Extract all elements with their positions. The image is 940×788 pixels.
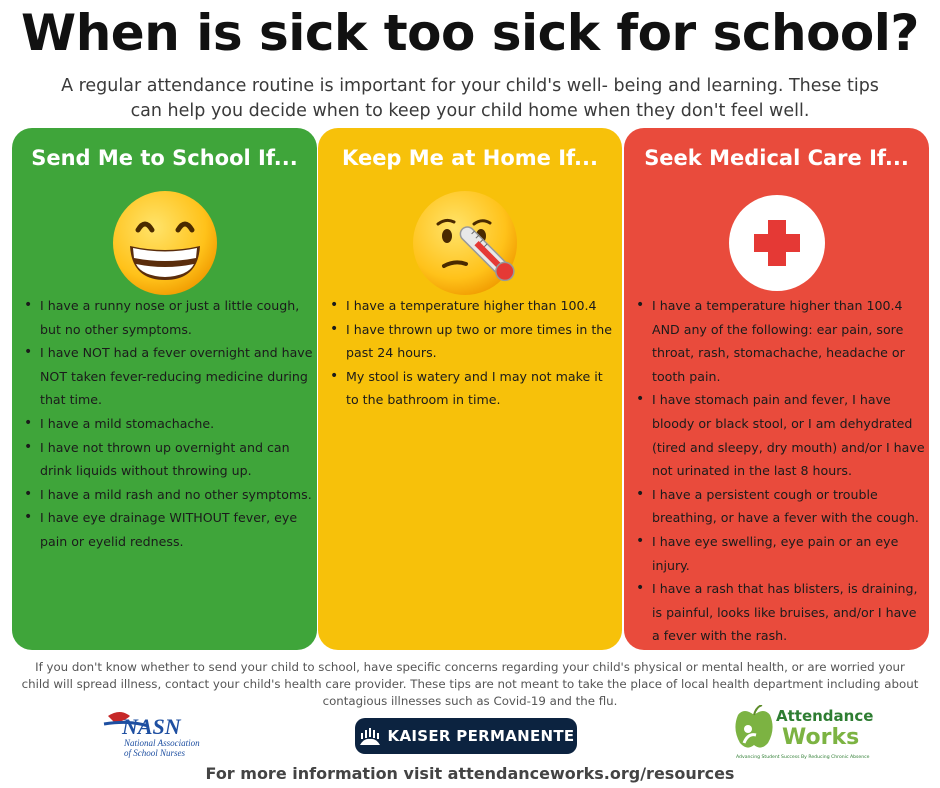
more-info-line: For more information visit attendancewor… — [205, 764, 735, 783]
list-item: I have a temperature higher than 100.4 — [326, 294, 618, 318]
kaiser-sunburst-icon — [359, 728, 380, 745]
list-item: I have not thrown up overnight and can d… — [20, 436, 313, 483]
page-title: When is sick too sick for school? — [21, 4, 919, 62]
list-item: I have a temperature higher than 100.4 A… — [632, 294, 925, 388]
list-item: I have a runny nose or just a little cou… — [20, 294, 313, 341]
apple-icon — [735, 705, 773, 748]
subtitle-line-2: can help you decide when to keep your ch… — [130, 101, 810, 121]
attendance-works-logo: Attendance Works Advancing Student Succe… — [734, 705, 873, 767]
aw-tagline: Advancing Student Success By Reducing Ch… — [736, 755, 870, 760]
list-item: I have a persistent cough or trouble bre… — [632, 483, 925, 530]
column-heading: Seek Medical Care If... — [644, 146, 909, 170]
seek-medical-care-column: Seek Medical Care If... I have a tempera… — [624, 128, 929, 650]
grinning-face-icon — [112, 191, 217, 295]
list-item: I have a rash that has blisters, is drai… — [632, 577, 925, 648]
aw-line1: Attendance — [776, 707, 874, 725]
send-to-school-list: I have a runny nose or just a little cou… — [20, 294, 313, 554]
page-subtitle: A regular attendance routine is importan… — [30, 74, 910, 124]
list-item: I have eye swelling, eye pain or an eye … — [632, 530, 925, 577]
subtitle-line-1: A regular attendance routine is importan… — [61, 76, 879, 96]
list-item: I have a mild stomachache. — [20, 412, 313, 436]
keep-at-home-list: I have a temperature higher than 100.4 I… — [326, 294, 618, 412]
face-with-thermometer-icon — [413, 191, 517, 295]
list-item: My stool is watery and I may not make it… — [326, 365, 618, 412]
list-item: I have eye drainage WITHOUT fever, eye p… — [20, 506, 313, 553]
aw-line2: Works — [782, 725, 860, 750]
send-to-school-column: Send Me to School If... I have a runny n… — [12, 128, 317, 650]
kaiser-text: KAISER PERMANENTE — [387, 727, 575, 745]
column-heading: Send Me to School If... — [31, 146, 298, 170]
nasn-name: National Association of School Nurses — [124, 738, 200, 758]
kaiser-permanente-logo: KAISER PERMANENTE — [355, 718, 577, 754]
column-heading: Keep Me at Home If... — [342, 146, 598, 170]
nasn-logo-mark: NASN — [103, 712, 182, 739]
seek-medical-care-list: I have a temperature higher than 100.4 A… — [632, 294, 925, 648]
list-item: I have NOT had a fever overnight and hav… — [20, 341, 313, 412]
nasn-abbr: NASN — [121, 714, 182, 739]
footer-note: If you don't know whether to send your c… — [21, 660, 919, 708]
keep-at-home-column: Keep Me at Home If... — [318, 128, 622, 650]
list-item: I have a mild rash and no other symptoms… — [20, 483, 313, 507]
nasn-logo: NASN National Association of School Nurs… — [100, 702, 210, 772]
list-item: I have stomach pain and fever, I have bl… — [632, 388, 925, 482]
medical-cross-icon — [728, 195, 825, 291]
list-item: I have thrown up two or more times in th… — [326, 318, 618, 365]
